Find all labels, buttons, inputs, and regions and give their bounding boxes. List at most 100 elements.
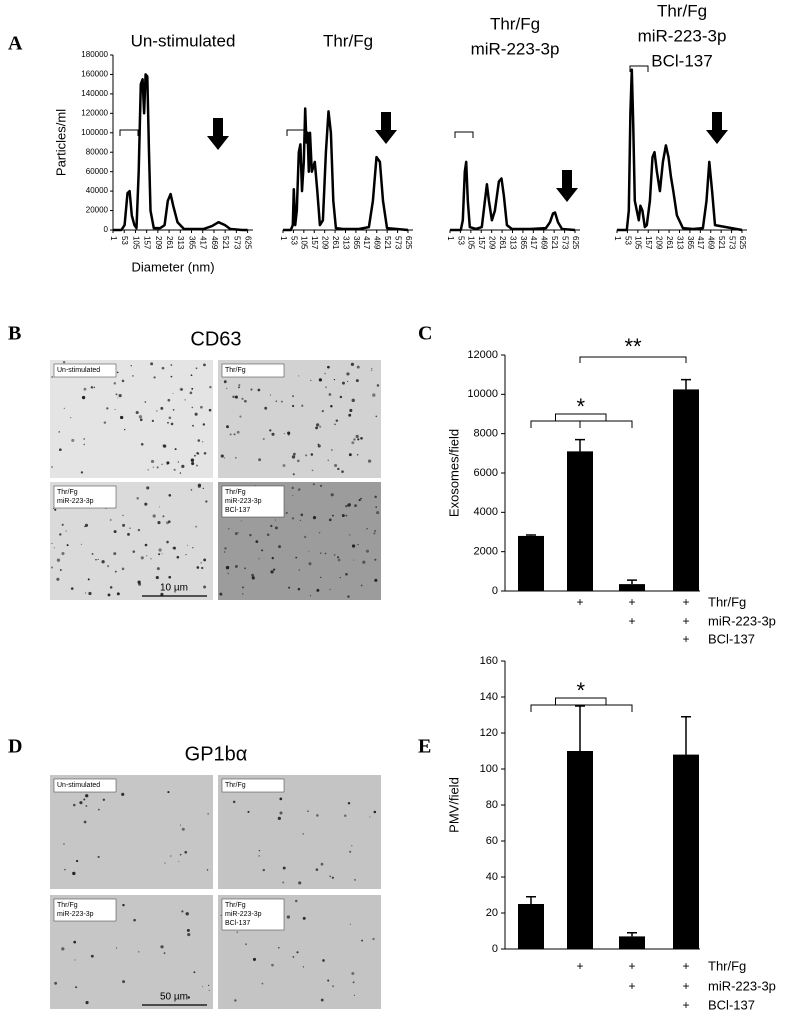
speckle [170,364,173,366]
image-panel-title: CD63 [190,328,241,350]
speckle [270,524,273,528]
speckle [159,506,161,508]
y-tick-label: 60000 [86,167,109,176]
speckle [113,530,117,534]
image-label: Un-stimulated [57,782,100,789]
speckle [295,556,298,559]
micrograph [50,775,213,889]
speckle [184,399,186,401]
speckle [269,429,272,432]
x-tick-label: 53 [623,236,632,245]
speckle [360,497,362,500]
x-tick-label: 157 [143,236,152,250]
bracket [555,697,607,705]
arrow [375,112,397,144]
x-tick-label: 625 [243,236,252,250]
speckle [202,986,204,988]
speckle [133,918,136,922]
speckle [181,910,184,913]
speckle [103,421,107,424]
speckle [81,395,86,400]
chart-title: miR-223-3p [638,26,727,45]
speckle [328,393,332,396]
speckle [310,453,314,456]
speckle [83,387,87,391]
speckle [244,943,247,946]
speckle [181,827,185,831]
speckle [185,553,187,556]
speckle [294,899,298,903]
speckle [331,876,334,879]
speckle [279,811,283,815]
treatment-name: Thr/Fg [708,594,746,609]
chart-title: Thr/Fg [323,31,373,50]
y-tick-label: 60 [486,835,498,847]
y-tick-label: 4000 [474,506,498,518]
x-tick-label: 469 [540,236,549,250]
treatment-mark: + [628,614,635,628]
image-label: BCl-137 [225,507,250,514]
speckle [124,428,126,431]
treatment-mark: + [576,959,583,973]
speckle [205,500,208,503]
speckle [308,562,312,566]
speckle [352,981,355,984]
speckle [285,511,288,515]
speckle [228,528,230,530]
speckle [61,523,64,526]
speckle [172,546,176,550]
image-panel-title: GP1bα [185,743,248,765]
image-label: miR-223-3p [57,498,94,505]
y-tick-label: 0 [492,585,498,597]
image-label: Thr/Fg [225,902,246,909]
speckle [176,555,180,559]
speckle [53,547,55,549]
speckle [191,461,195,466]
error-bar [526,896,536,904]
speckle [59,533,62,536]
x-tick-label: 105 [467,236,476,250]
treatment-mark: + [682,998,689,1012]
speckle [241,397,244,400]
speckle [298,881,302,885]
x-tick-label: 573 [393,236,402,250]
y-tick-label: 120000 [81,108,108,117]
speckle [280,400,283,403]
speckle [333,378,336,381]
speckle [196,464,198,467]
speckle [320,576,322,579]
bracket [454,131,474,138]
speckle [258,458,262,462]
speckle [75,986,78,989]
speckle [191,387,194,390]
speckle [219,592,223,596]
label-box [221,778,285,793]
speckle [320,552,322,554]
speckle [348,413,352,417]
speckle [371,367,373,370]
speckle [150,362,154,366]
x-tick-label: 105 [131,236,140,250]
speckle [147,469,149,471]
speckle [351,398,355,403]
speckle [273,568,276,571]
label-box [53,898,117,922]
panel-label: A [8,33,23,55]
y-tick-label: 160 [480,655,498,667]
speckle [90,954,94,958]
x-tick-label: 157 [477,236,486,250]
speckle [167,398,171,402]
error-bar [575,438,585,452]
speckle [146,486,150,490]
speckle [319,484,323,488]
speckle [113,382,117,385]
speckle [196,451,199,455]
speckle [332,985,335,988]
speckle [376,384,380,387]
speckle [283,433,285,435]
x-tick-label: 625 [738,236,747,250]
speckle [251,573,255,577]
x-tick-label: 573 [727,236,736,250]
x-tick-label: 157 [310,236,319,250]
